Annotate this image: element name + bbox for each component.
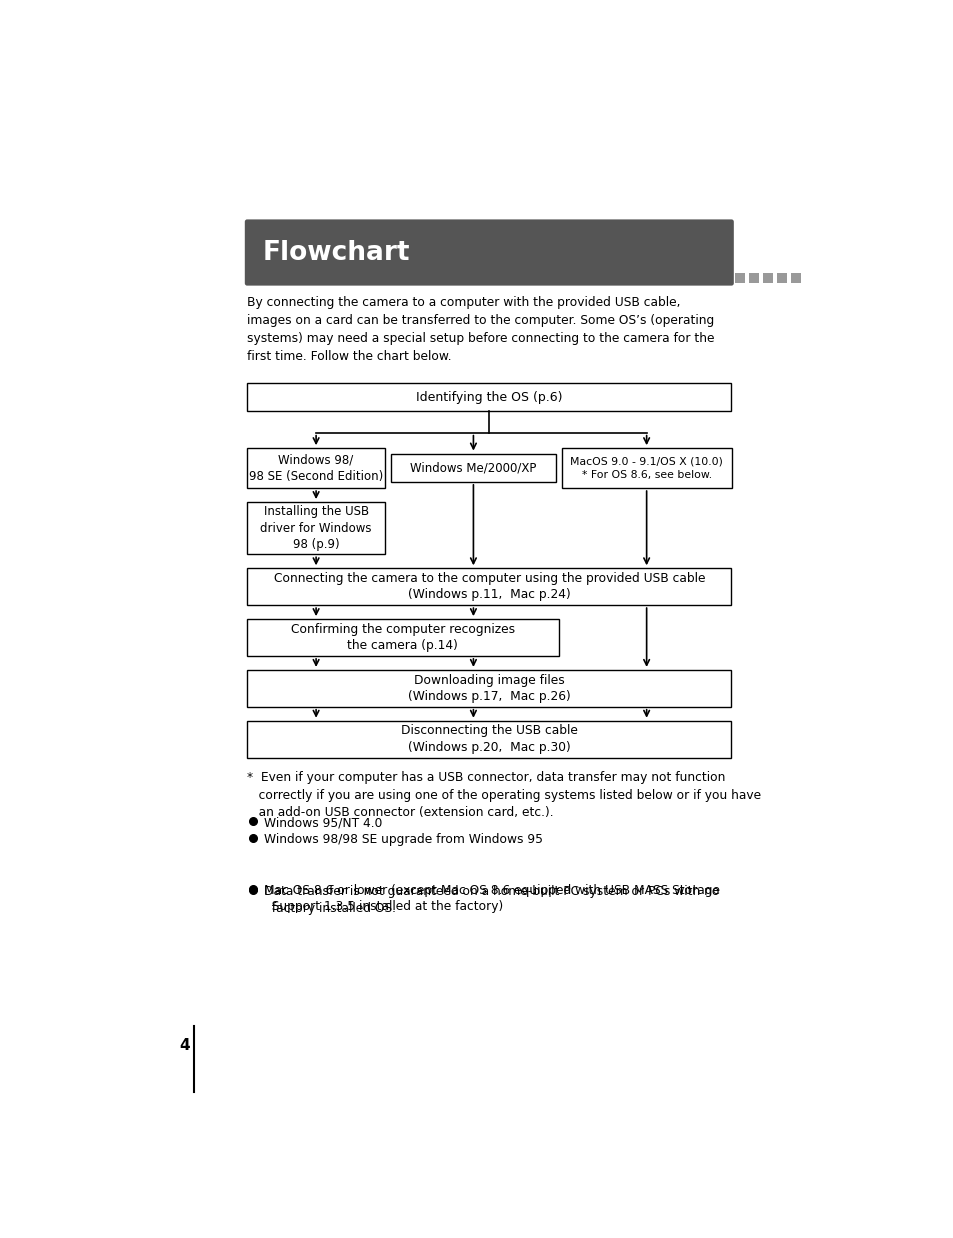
Bar [247, 501, 385, 555]
Text: Identifying the OS (p.6): Identifying the OS (p.6) [416, 391, 562, 404]
Bar [247, 721, 731, 758]
Bar [790, 274, 801, 284]
Text: Mac OS 8.6 or lower (except Mac OS 8.6 equipped with USB MASS Storage
  Support : Mac OS 8.6 or lower (except Mac OS 8.6 e… [264, 884, 720, 914]
Bar [735, 274, 744, 284]
Bar [777, 274, 786, 284]
Bar [247, 448, 385, 488]
Text: Flowchart: Flowchart [262, 239, 410, 265]
Text: Disconnecting the USB cable
(Windows p.20,  Mac p.30): Disconnecting the USB cable (Windows p.2… [400, 724, 578, 754]
Bar [247, 384, 731, 411]
Text: Connecting the camera to the computer using the provided USB cable
(Windows p.11: Connecting the camera to the computer us… [274, 572, 704, 602]
Text: Windows Me/2000/XP: Windows Me/2000/XP [410, 462, 536, 474]
Bar [748, 274, 759, 284]
FancyBboxPatch shape [245, 219, 733, 286]
Text: *  Even if your computer has a USB connector, data transfer may not function
   : * Even if your computer has a USB connec… [247, 771, 760, 820]
Text: MacOS 9.0 - 9.1/OS X (10.0)
* For OS 8.6, see below.: MacOS 9.0 - 9.1/OS X (10.0) * For OS 8.6… [570, 457, 722, 479]
Text: Windows 98/
98 SE (Second Edition): Windows 98/ 98 SE (Second Edition) [249, 453, 383, 483]
Bar [762, 274, 773, 284]
Text: 4: 4 [179, 1037, 191, 1052]
Text: Windows 95/NT 4.0: Windows 95/NT 4.0 [264, 816, 382, 829]
Bar [391, 454, 555, 482]
Text: Installing the USB
driver for Windows
98 (p.9): Installing the USB driver for Windows 98… [260, 505, 372, 551]
Text: By connecting the camera to a computer with the provided USB cable,
images on a : By connecting the camera to a computer w… [247, 296, 714, 364]
Bar [247, 568, 731, 605]
Text: Downloading image files
(Windows p.17,  Mac p.26): Downloading image files (Windows p.17, M… [408, 673, 570, 703]
Text: Data transfer is not guaranteed on a home-built PC system or PCs with no
  facto: Data transfer is not guaranteed on a hom… [264, 885, 719, 915]
Text: Windows 98/98 SE upgrade from Windows 95: Windows 98/98 SE upgrade from Windows 95 [264, 833, 542, 846]
Text: Confirming the computer recognizes
the camera (p.14): Confirming the computer recognizes the c… [291, 623, 515, 652]
Bar [561, 448, 731, 488]
Bar [247, 670, 731, 707]
Bar [247, 619, 558, 656]
